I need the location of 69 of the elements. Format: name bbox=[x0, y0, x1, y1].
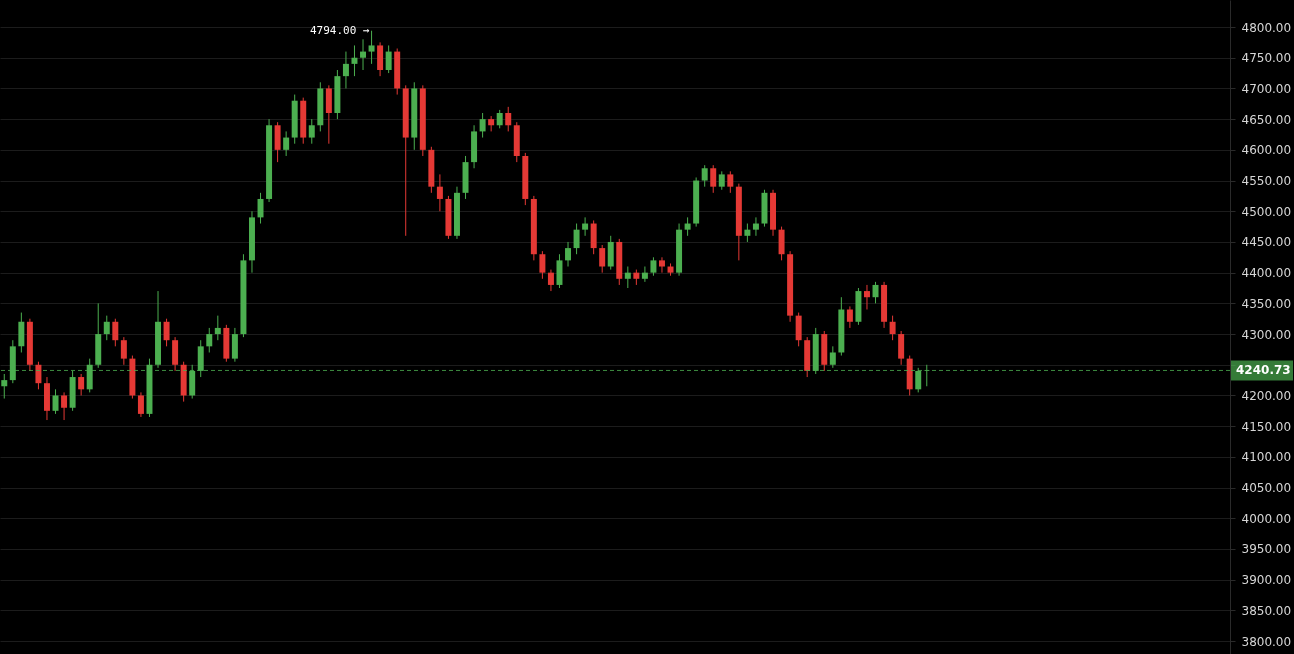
candlestick bbox=[496, 109, 503, 129]
candlestick bbox=[829, 345, 836, 369]
candlestick bbox=[752, 216, 759, 237]
candlestick bbox=[565, 241, 572, 268]
candlestick bbox=[624, 266, 631, 289]
candlestick bbox=[539, 250, 546, 280]
candlestick bbox=[727, 170, 734, 194]
candlestick bbox=[488, 115, 495, 132]
candlestick bbox=[163, 318, 170, 347]
candlestick bbox=[360, 38, 367, 71]
candlestick bbox=[582, 216, 589, 237]
candlestick bbox=[61, 391, 68, 421]
candlestick bbox=[120, 336, 127, 366]
candlestick bbox=[436, 173, 443, 212]
candlestick bbox=[1, 373, 8, 400]
candlestick bbox=[744, 223, 751, 243]
candlestick bbox=[599, 244, 606, 274]
candlestick bbox=[206, 327, 213, 353]
y-tick-label: 4500.00 bbox=[1241, 204, 1292, 219]
ref-line-label: 4240.73 bbox=[1236, 363, 1291, 378]
y-tick-label: 3950.00 bbox=[1241, 542, 1292, 557]
y-tick-label: 3800.00 bbox=[1241, 634, 1292, 649]
candlestick bbox=[351, 44, 358, 77]
candlestick bbox=[684, 216, 691, 237]
candlestick bbox=[863, 284, 870, 310]
y-tick-label: 4550.00 bbox=[1241, 174, 1292, 189]
candlestick bbox=[872, 281, 879, 304]
candlestick bbox=[573, 223, 580, 255]
y-tick-label: 4800.00 bbox=[1241, 20, 1292, 35]
candlestick bbox=[137, 391, 144, 418]
y-tick-label: 4000.00 bbox=[1241, 511, 1292, 526]
y-tick-label: 4450.00 bbox=[1241, 235, 1292, 250]
candlestick bbox=[718, 170, 725, 191]
y-tick-label: 3900.00 bbox=[1241, 573, 1292, 588]
candlestick bbox=[78, 373, 85, 396]
candlestick bbox=[658, 256, 665, 274]
candlestick bbox=[308, 118, 315, 145]
y-tick-label: 4400.00 bbox=[1241, 266, 1292, 281]
candlestick bbox=[342, 51, 349, 89]
candlestick bbox=[52, 388, 59, 415]
candlestick bbox=[547, 269, 554, 292]
y-tick-label: 4200.00 bbox=[1241, 388, 1292, 403]
candlestick bbox=[214, 315, 221, 341]
candlestick bbox=[710, 164, 717, 194]
candlestick bbox=[479, 112, 486, 139]
y-tick-label: 4750.00 bbox=[1241, 51, 1292, 66]
y-tick-label: 4100.00 bbox=[1241, 450, 1292, 465]
candlestick bbox=[385, 44, 392, 74]
candlestick bbox=[283, 130, 290, 157]
y-tick-label: 4300.00 bbox=[1241, 327, 1292, 342]
candlestick bbox=[701, 164, 708, 188]
candlestick bbox=[641, 266, 648, 283]
y-tick-label: 4350.00 bbox=[1241, 296, 1292, 311]
candlestick bbox=[846, 305, 853, 329]
y-tick-label: 3850.00 bbox=[1241, 603, 1292, 618]
candlestick bbox=[257, 192, 264, 225]
y-tick-label: 4700.00 bbox=[1241, 81, 1292, 96]
y-tick-label: 4650.00 bbox=[1241, 112, 1292, 127]
candlestick bbox=[368, 30, 375, 65]
candlestick bbox=[35, 361, 42, 390]
annotation: 4794.00 → bbox=[309, 23, 370, 37]
candlestick bbox=[650, 256, 657, 277]
candlestick bbox=[103, 315, 110, 341]
candlestick bbox=[112, 318, 119, 347]
candlestick bbox=[505, 106, 512, 132]
candlestick bbox=[889, 315, 896, 341]
y-tick-label: 4050.00 bbox=[1241, 481, 1292, 496]
y-tick-label: 4600.00 bbox=[1241, 143, 1292, 158]
y-tick-label: 4150.00 bbox=[1241, 419, 1292, 434]
